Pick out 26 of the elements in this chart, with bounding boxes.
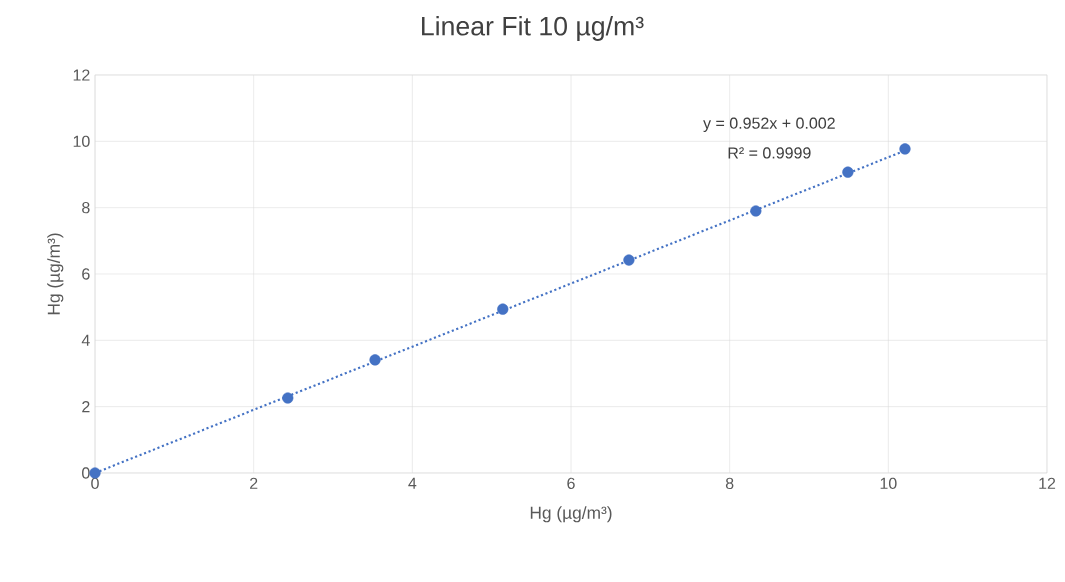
point: [369, 354, 381, 366]
point: [497, 303, 509, 315]
x-axis-title: Hg (µg/m³): [530, 506, 612, 523]
x-tick-label: 6: [567, 477, 575, 490]
point: [750, 205, 762, 217]
y-tick-label: 8: [82, 202, 90, 214]
point: [282, 392, 294, 404]
chart-title: Linear Fit 10 µg/m³: [422, 16, 644, 41]
x-tick-label: 2: [250, 477, 258, 489]
y-tick-label: 6: [82, 268, 90, 280]
y-tick-label: 4: [81, 334, 90, 346]
annotation: y = 0.952x + 0.002: [703, 117, 835, 132]
x-tick-label: 12: [1039, 477, 1056, 489]
y-tick-label: 2: [82, 401, 90, 413]
x-tick-label: 0: [91, 477, 99, 490]
point: [842, 166, 854, 178]
x-tick-label: 8: [725, 477, 734, 490]
y-axis-title: Hg (µg/m³): [47, 233, 64, 315]
y-tick-label: 0: [82, 467, 90, 479]
annotation: R² = 0.9999: [728, 147, 811, 159]
x-tick-label: 4: [408, 477, 417, 489]
point: [899, 143, 911, 155]
x-tick-label: 10: [880, 477, 897, 490]
point: [623, 254, 635, 266]
y-tick-label: 12: [73, 69, 90, 81]
y-tick-label: 10: [73, 135, 90, 147]
